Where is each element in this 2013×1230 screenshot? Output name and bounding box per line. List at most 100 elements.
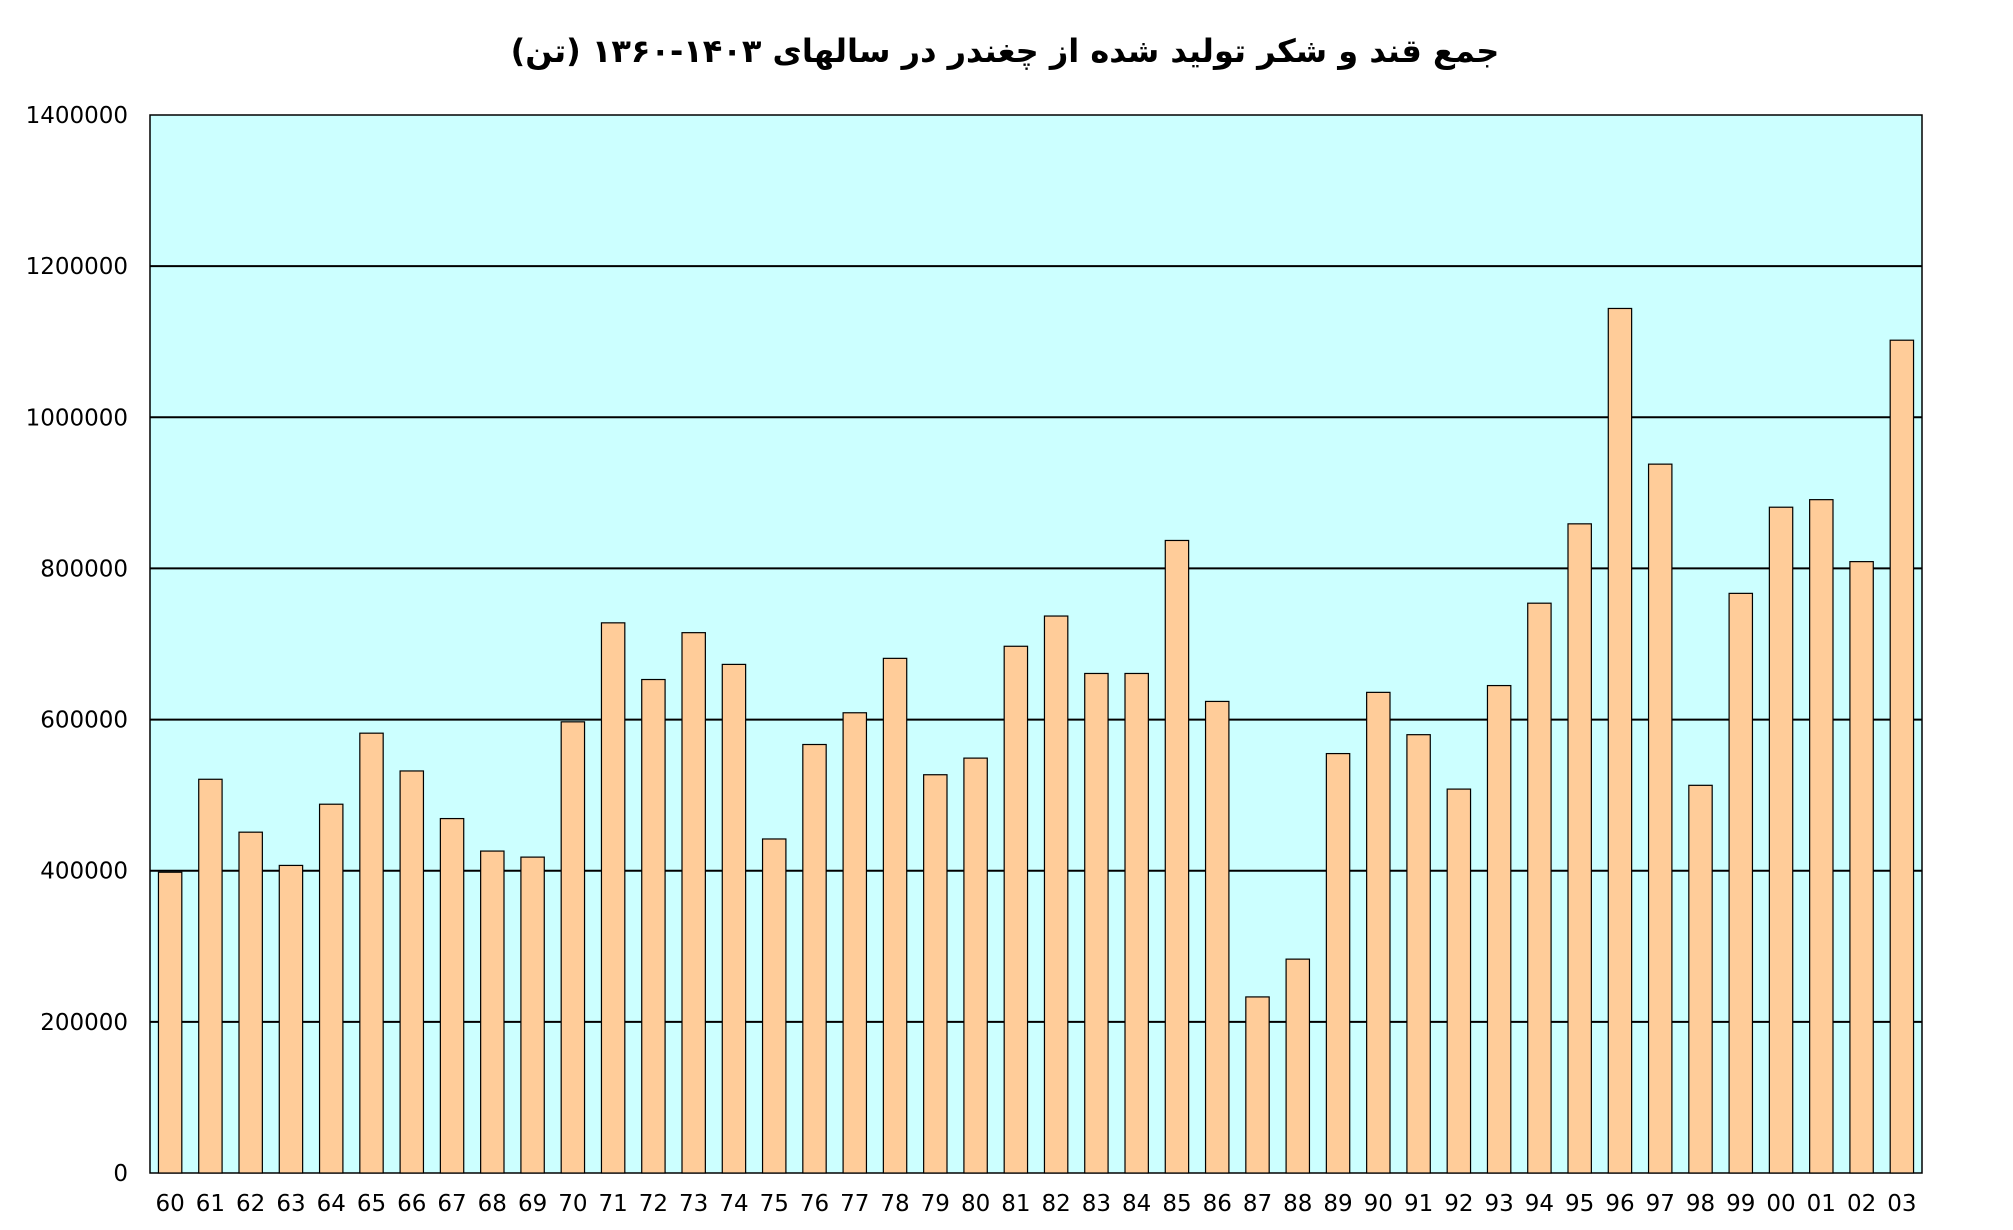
bar-67 [439, 817, 465, 1174]
bar-80 [963, 757, 988, 1174]
x-tick-label: 65 [357, 1191, 386, 1217]
bar-69 [520, 856, 545, 1174]
bar-62 [238, 831, 263, 1174]
x-tick-label: 86 [1203, 1191, 1232, 1217]
bar-70 [560, 721, 586, 1174]
bar-86 [1204, 700, 1230, 1174]
bar-90 [1366, 691, 1391, 1174]
y-tick-label: 1200000 [26, 254, 128, 280]
chart-title: جمع قند و شکر تولید شده از چغندر در ساله… [511, 32, 1500, 70]
bar-79 [923, 774, 948, 1174]
x-tick-label: 61 [196, 1191, 225, 1217]
bar-68 [480, 850, 505, 1174]
x-tick-label: 00 [1766, 1191, 1795, 1217]
bar-83 [1084, 672, 1109, 1174]
bar-81 [1003, 645, 1029, 1174]
x-tick-label: 93 [1484, 1191, 1513, 1217]
bar-63 [278, 864, 304, 1174]
x-tick-label: 78 [880, 1191, 909, 1217]
x-tick-label: 87 [1243, 1191, 1272, 1217]
y-tick-label: 800000 [40, 556, 128, 582]
x-tick-label: 63 [276, 1191, 305, 1217]
x-tick-label: 03 [1887, 1191, 1916, 1217]
x-tick-label: 80 [961, 1191, 990, 1217]
bar-78 [882, 657, 908, 1174]
bar-72 [641, 678, 666, 1174]
y-tick-label: 1400000 [26, 103, 128, 129]
x-tick-label: 64 [317, 1191, 346, 1217]
x-tick-label: 90 [1364, 1191, 1393, 1217]
bars [157, 307, 1915, 1174]
x-tick-label: 76 [800, 1191, 829, 1217]
bar-82 [1043, 615, 1069, 1174]
x-tick-label: 85 [1162, 1191, 1191, 1217]
x-tick-label: 69 [518, 1191, 547, 1217]
x-tick-label: 02 [1847, 1191, 1876, 1217]
bar-96 [1607, 307, 1633, 1174]
y-axis-ticks: 0 200000 400000 600000 800000 1000000 1200000 1… [26, 103, 128, 1187]
x-tick-label: 88 [1283, 1191, 1312, 1217]
y-tick-label: 0 [113, 1161, 128, 1187]
bar-76 [802, 743, 827, 1174]
bar-95 [1567, 523, 1592, 1174]
bar-73 [681, 632, 706, 1174]
x-tick-label: 70 [558, 1191, 587, 1217]
bar-85 [1164, 539, 1190, 1174]
x-tick-label: 97 [1646, 1191, 1675, 1217]
x-tick-label: 95 [1565, 1191, 1594, 1217]
y-tick-label: 1000000 [26, 405, 128, 431]
x-tick-label: 66 [397, 1191, 426, 1217]
x-axis-ticks: 60 61 62 63 64 65 66 67 68 69 70 71 72 73 74 75 76 77 78 79… [155, 1191, 1916, 1217]
bar-89 [1325, 752, 1351, 1174]
x-tick-label: 99 [1726, 1191, 1755, 1217]
bar-61 [198, 778, 223, 1174]
x-tick-label: 74 [719, 1191, 748, 1217]
x-tick-label: 84 [1122, 1191, 1151, 1217]
bar-74 [721, 663, 747, 1174]
x-tick-label: 96 [1605, 1191, 1634, 1217]
bar-87 [1245, 996, 1270, 1174]
bar-60 [157, 871, 183, 1174]
x-tick-label: 89 [1323, 1191, 1352, 1217]
bar-00 [1768, 506, 1794, 1174]
bar-92 [1446, 788, 1472, 1174]
x-tick-label: 62 [236, 1191, 265, 1217]
x-tick-label: 60 [155, 1191, 184, 1217]
x-tick-label: 82 [1041, 1191, 1070, 1217]
bar-75 [761, 838, 787, 1174]
x-tick-label: 67 [437, 1191, 466, 1217]
x-tick-label: 98 [1686, 1191, 1715, 1217]
bar-02 [1849, 561, 1874, 1174]
x-tick-label: 79 [921, 1191, 950, 1217]
bar-97 [1647, 463, 1673, 1174]
bar-64 [318, 803, 344, 1174]
bar-01 [1809, 499, 1834, 1174]
x-tick-label: 94 [1525, 1191, 1554, 1217]
x-tick-label: 81 [1001, 1191, 1030, 1217]
x-tick-label: 68 [478, 1191, 507, 1217]
bar-84 [1124, 672, 1149, 1174]
x-tick-label: 71 [598, 1191, 627, 1217]
bar-88 [1285, 958, 1311, 1174]
x-tick-label: 72 [639, 1191, 668, 1217]
x-tick-label: 83 [1082, 1191, 1111, 1217]
bar-66 [399, 770, 425, 1174]
y-tick-label: 200000 [40, 1010, 128, 1036]
bar-99 [1728, 592, 1754, 1174]
x-tick-label: 91 [1404, 1191, 1433, 1217]
bar-03 [1889, 339, 1915, 1174]
x-tick-label: 92 [1444, 1191, 1473, 1217]
bar-77 [842, 712, 868, 1174]
y-tick-label: 400000 [40, 859, 128, 885]
bar-94 [1527, 602, 1552, 1174]
bar-71 [600, 622, 626, 1174]
x-tick-label: 01 [1807, 1191, 1836, 1217]
bar-91 [1406, 734, 1431, 1174]
x-tick-label: 77 [840, 1191, 869, 1217]
bar-93 [1486, 684, 1512, 1174]
y-tick-label: 600000 [40, 708, 128, 734]
bar-65 [359, 732, 384, 1174]
bar-98 [1688, 784, 1713, 1174]
